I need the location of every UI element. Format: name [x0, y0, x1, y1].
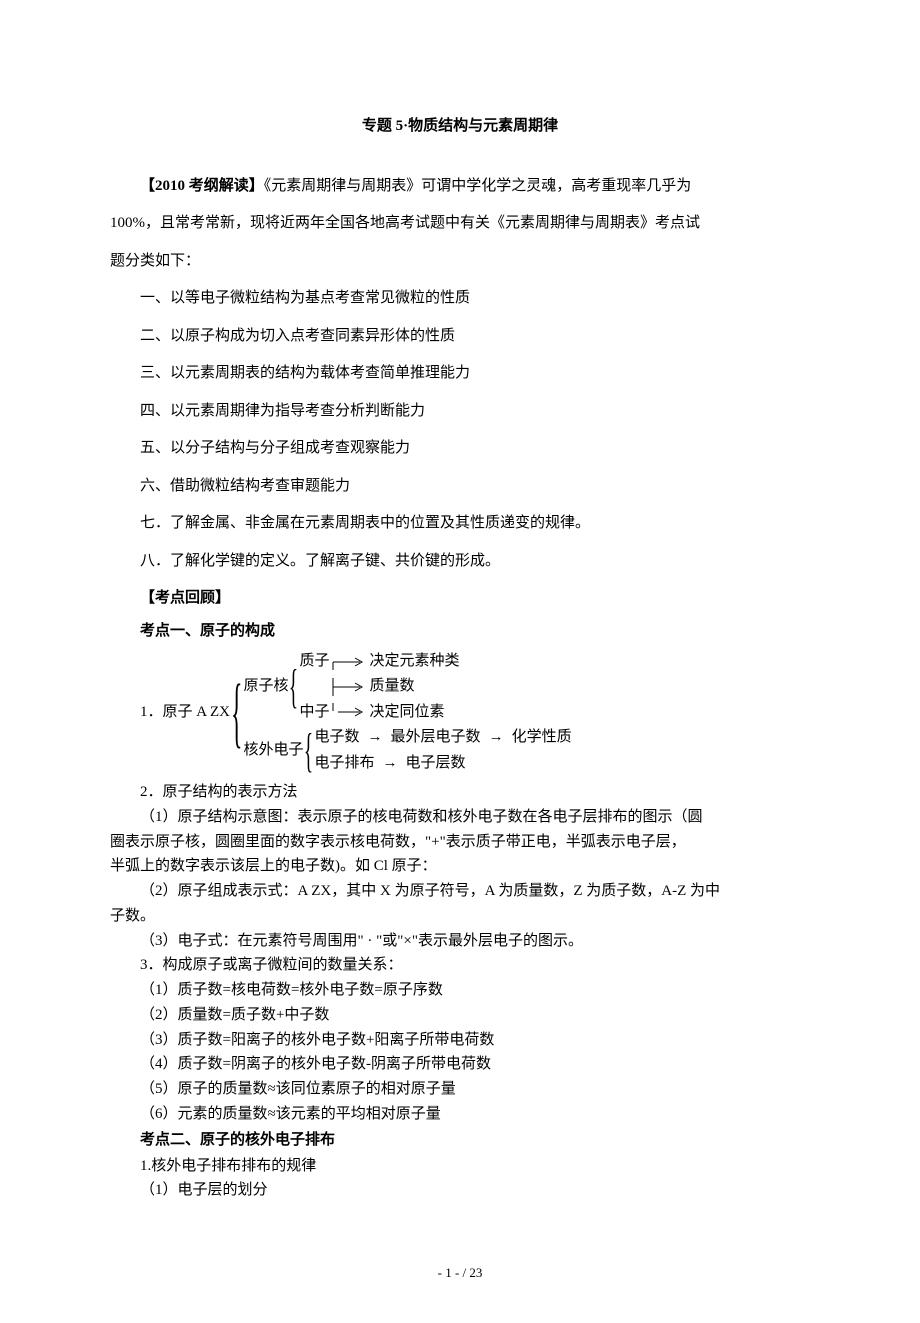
e-dist-label: 电子排布 — [315, 751, 375, 777]
kd1-p2-3: （3）电子式：在元素符号周围用" · "或"×"表示最外层电子的图示。 — [110, 929, 810, 954]
outline-item-1: 一、以等电子微粒结构为基点考查常见微粒的性质 — [110, 280, 810, 318]
mass-label: 质量数 — [370, 674, 415, 700]
e-layers-label: 电子层数 — [406, 751, 466, 777]
arrow-icon: → — [489, 725, 504, 751]
branch-arrow-icon — [330, 652, 370, 670]
page-title: 专题 5·物质结构与元素周期律 — [110, 115, 810, 138]
kd2-p1: 1.核外电子排布排布的规律 — [110, 1154, 810, 1179]
e-chem-label: 化学性质 — [512, 725, 572, 751]
kd1-p2-1b: 圈表示原子核，圆圈里面的数字表示核电荷数，"+"表示质子带正电，半弧表示电子层， — [110, 830, 810, 855]
e-outer-label: 最外层电子数 — [391, 725, 481, 751]
kd2-p2: （1）电子层的划分 — [110, 1178, 810, 1203]
outline-item-6: 六、借助微粒结构考查审题能力 — [110, 468, 810, 506]
outline-item-8: 八．了解化学键的定义。了解离子键、共价键的形成。 — [110, 543, 810, 581]
kd1-p2-2a: （2）原子组成表示式：A ZX，其中 X 为原子符号，A 为质量数，Z 为质子数… — [110, 879, 810, 904]
kd1-p3-3: （3）质子数=阳离子的核外电子数+阳离子所带电荷数 — [110, 1028, 810, 1053]
e-dist-row: 电子排布 → 电子层数 — [315, 751, 572, 777]
proton-row: 质子 决定元素种类 — [300, 649, 460, 675]
kd1-p2-1a: （1）原子结构示意图：表示原子的核电荷数和核外电子数在各电子层排布的图示（圆 — [110, 805, 810, 830]
proton-label: 质子 — [300, 649, 330, 675]
intro-text-a: 《元素周期律与周期表》可谓中学化学之灵魂，高考重现率几乎为 — [264, 178, 692, 194]
kd1-p3-4: （4）质子数=阴离子的核外电子数-阴离子所带电荷数 — [110, 1052, 810, 1077]
outer-electron-label: 核外电子 — [243, 738, 303, 764]
kd1-p3: 3．构成原子或离子微粒间的数量关系： — [110, 953, 810, 978]
arrow-icon: → — [368, 725, 383, 751]
kd1-p2-1c: 半弧上的数字表示该层上的电子数)。如 Cl 原子： — [110, 854, 810, 879]
intro-line1: 【2010 考纲解读】《元素周期律与周期表》可谓中学化学之灵魂，高考重现率几乎为 — [110, 168, 810, 206]
outline-item-5: 五、以分子结构与分子组成考查观察能力 — [110, 430, 810, 468]
kd1-p3-1: （1）质子数=核电荷数=核外电子数=原子序数 — [110, 978, 810, 1003]
intro-line2: 100%，且常考常新，现将近两年全国各地高考试题中有关《元素周期律与周期表》考点… — [110, 205, 810, 243]
electron-children: 电子数 → 最外层电子数 → 化学性质 电子排布 → 电子层数 — [315, 725, 572, 776]
intro-bold: 【2010 考纲解读】 — [140, 178, 264, 194]
outline-item-4: 四、以元素周期律为指导考查分析判断能力 — [110, 393, 810, 431]
kd1-p3-6: （6）元素的质量数≈该元素的平均相对原子量 — [110, 1102, 810, 1127]
neutron-label: 中子 — [300, 700, 330, 726]
page-footer: - 1 - / 23 — [110, 1263, 810, 1283]
atom-root-label: 1．原子 A ZX — [140, 700, 230, 726]
outline-item-7: 七．了解金属、非金属在元素周期表中的位置及其性质递变的规律。 — [110, 505, 810, 543]
neutron-result: 决定同位素 — [370, 700, 445, 726]
outline-item-2: 二、以原子构成为切入点考查同素异形体的性质 — [110, 318, 810, 356]
brace-icon: { — [304, 727, 313, 775]
proton-result: 决定元素种类 — [370, 649, 460, 675]
kd1-p3-5: （5）原子的质量数≈该同位素原子的相对原子量 — [110, 1077, 810, 1102]
e-count-label: 电子数 — [315, 725, 360, 751]
merge-arrow-icon — [330, 678, 370, 696]
nucleus-row: 原子核 { 质子 决定元素种类 质子 质量数 中子 — [243, 649, 571, 726]
arrow-icon: → — [383, 751, 398, 777]
atom-structure-diagram: 1．原子 A ZX { 原子核 { 质子 决定元素种类 质子 质量数 — [110, 649, 810, 777]
kd1-p3-2: （2）质量数=质子数+中子数 — [110, 1003, 810, 1028]
kd1-p2: 2．原子结构的表示方法 — [110, 780, 810, 805]
brace-icon: { — [231, 673, 242, 751]
neutron-row: 中子 决定同位素 — [300, 700, 460, 726]
electron-row: 核外电子 { 电子数 → 最外层电子数 → 化学性质 电子排布 → 电子层数 — [243, 725, 571, 776]
review-heading: 【考点回顾】 — [110, 580, 810, 618]
kd1-p2-2b: 子数。 — [110, 904, 810, 929]
brace-icon: { — [289, 663, 298, 711]
nucleus-children: 质子 决定元素种类 质子 质量数 中子 决定同位素 — [300, 649, 460, 726]
nucleus-label: 原子核 — [243, 674, 288, 700]
outline-item-3: 三、以元素周期表的结构为载体考查简单推理能力 — [110, 355, 810, 393]
level2-column: 原子核 { 质子 决定元素种类 质子 质量数 中子 — [243, 649, 571, 777]
e-count-row: 电子数 → 最外层电子数 → 化学性质 — [315, 725, 572, 751]
intro-line3: 题分类如下： — [110, 243, 810, 281]
document-page: 专题 5·物质结构与元素周期律 【2010 考纲解读】《元素周期律与周期表》可谓… — [0, 0, 920, 1323]
branch-arrow-icon — [330, 703, 370, 721]
kd1-heading: 考点一、原子的构成 — [110, 618, 810, 645]
mass-row: 质子 质量数 — [300, 674, 460, 700]
kd2-heading: 考点二、原子的核外电子排布 — [110, 1127, 810, 1154]
